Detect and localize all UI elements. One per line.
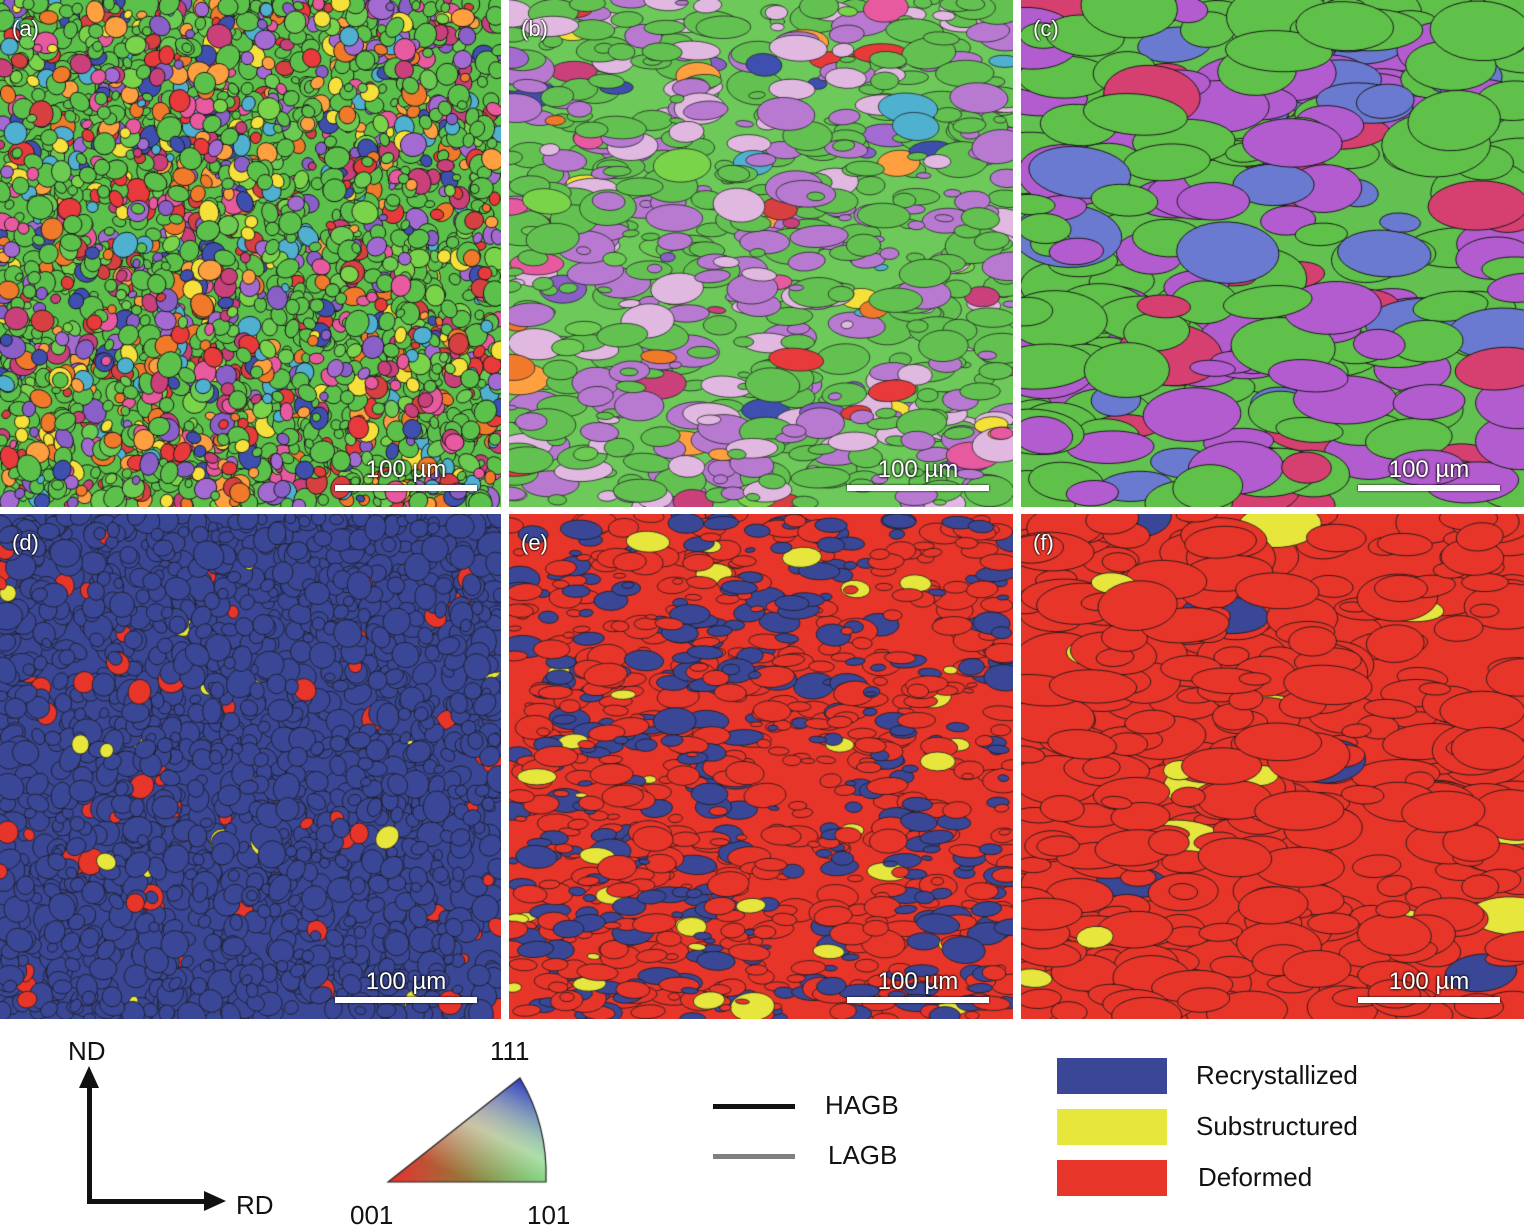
- recrystallization-map-f: [1021, 514, 1524, 1019]
- panel-label: (d): [12, 530, 39, 555]
- panel-b: (b) 100 µm: [509, 0, 1013, 507]
- scale-bar-line: [847, 485, 989, 491]
- recrystallization-map-d: [0, 514, 501, 1019]
- scale-bar: 100 µm: [335, 969, 477, 1003]
- panel-c: (c) 100 µm: [1021, 0, 1524, 507]
- recrystallized-swatch: [1057, 1058, 1167, 1094]
- recrystallization-map-e: [509, 514, 1013, 1019]
- hagb-line-swatch: [713, 1104, 795, 1109]
- scale-bar: 100 µm: [1358, 969, 1500, 1003]
- scale-bar: 100 µm: [335, 457, 477, 491]
- panel-label: (a): [12, 16, 39, 41]
- scale-bar-text: 100 µm: [877, 968, 959, 995]
- substructured-label: Substructured: [1196, 1111, 1358, 1141]
- deformed-swatch: [1057, 1160, 1167, 1196]
- scale-bar-line: [335, 997, 477, 1003]
- scale-bar: 100 µm: [847, 969, 989, 1003]
- deformed-label: Deformed: [1198, 1162, 1313, 1192]
- ipf-map-c: [1021, 0, 1524, 507]
- scale-bar: 100 µm: [847, 457, 989, 491]
- lagb-line-swatch: [713, 1154, 795, 1159]
- panel-label: (c): [1033, 16, 1059, 41]
- panel-f: (f) 100 µm: [1021, 514, 1524, 1019]
- scale-bar-line: [1358, 485, 1500, 491]
- scale-bar-line: [1358, 997, 1500, 1003]
- scale-bar-text: 100 µm: [1388, 968, 1470, 995]
- scale-bar-line: [335, 485, 477, 491]
- scale-bar-text: 100 µm: [365, 968, 447, 995]
- nd-axis-line: [87, 1080, 92, 1204]
- substructured-swatch: [1057, 1109, 1167, 1145]
- recrystallized-label: Recrystallized: [1196, 1060, 1358, 1090]
- panel-d: (d) 100 µm: [0, 514, 501, 1019]
- lagb-label: LAGB: [828, 1140, 898, 1170]
- ipf-label-101: 101: [527, 1200, 571, 1230]
- scale-bar-text: 100 µm: [365, 456, 447, 483]
- scale-bar: 100 µm: [1358, 457, 1500, 491]
- ipf-label-001: 001: [350, 1200, 394, 1230]
- panel-label: (e): [521, 530, 548, 555]
- panel-label: (b): [521, 16, 548, 41]
- hagb-label: HAGB: [825, 1090, 899, 1120]
- panel-a: (a) 100 µm: [0, 0, 501, 507]
- rd-label: RD: [236, 1190, 274, 1220]
- scale-bar-line: [847, 997, 989, 1003]
- panel-e: (e) 100 µm: [509, 514, 1013, 1019]
- rd-arrow-icon: [204, 1191, 226, 1211]
- panel-label: (f): [1033, 530, 1054, 555]
- scale-bar-text: 100 µm: [1388, 456, 1470, 483]
- ipf-map-b: [509, 0, 1013, 507]
- nd-label: ND: [68, 1036, 106, 1066]
- ipf-color-triangle: [380, 1070, 550, 1188]
- rd-axis-line: [87, 1199, 207, 1204]
- nd-arrow-icon: [79, 1066, 99, 1088]
- scale-bar-text: 100 µm: [877, 456, 959, 483]
- ipf-label-111: 111: [490, 1036, 530, 1066]
- ipf-map-a: [0, 0, 501, 507]
